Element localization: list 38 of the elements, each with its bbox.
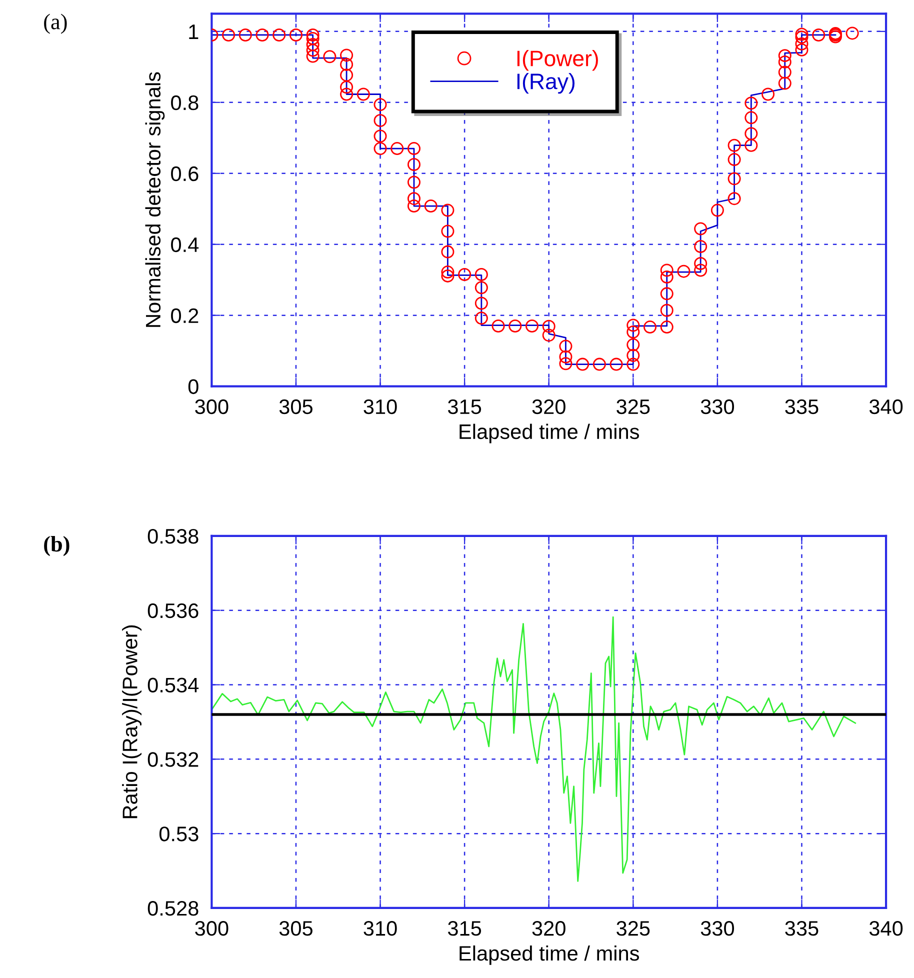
y-tick-label: 0.8 <box>171 95 198 110</box>
x-axis-title: Elapsed time / mins <box>460 945 639 965</box>
x-tick-label: 300 <box>195 921 228 936</box>
y-tick-label: 0 <box>188 379 198 394</box>
x-tick-label: 330 <box>700 399 734 414</box>
x-tick-label: 325 <box>616 399 650 414</box>
y-tick-label: 0.534 <box>148 678 199 693</box>
x-tick-label: 315 <box>448 399 482 414</box>
x-tick-label: 320 <box>532 399 566 414</box>
y-tick-label: 1 <box>189 24 198 39</box>
x-tick-label: 340 <box>869 399 903 414</box>
y-tick-label: 0.6 <box>171 166 198 182</box>
x-tick-label: 320 <box>532 921 566 936</box>
y-tick-label: 0.536 <box>148 603 198 618</box>
y-axis-title: Ratio I(Ray)/I(Power) <box>122 625 142 818</box>
x-tick-label: 305 <box>279 399 312 414</box>
chart-title: (b) <box>44 536 70 556</box>
chart-title: (a) <box>44 14 67 34</box>
legend-label: I(Ray) <box>517 72 574 94</box>
y-tick-label: 0.2 <box>171 308 198 324</box>
y-tick-label: 0.532 <box>148 752 198 767</box>
x-tick-label: 310 <box>364 921 397 936</box>
x-tick-label: 300 <box>195 399 228 414</box>
x-tick-label: 335 <box>785 921 818 936</box>
x-axis-title: Elapsed time / mins <box>460 424 639 444</box>
x-tick-label: 325 <box>616 921 650 936</box>
y-tick-label: 0.528 <box>148 900 198 916</box>
x-tick-label: 305 <box>279 921 312 936</box>
y-tick-label: 0.538 <box>148 528 198 544</box>
y-tick-label: 0.53 <box>159 826 198 842</box>
legend-label: I(Power) <box>517 50 598 71</box>
y-axis-title: Normalised detector signals <box>145 72 165 327</box>
x-tick-label: 340 <box>869 921 903 936</box>
x-tick-label: 310 <box>364 399 397 414</box>
x-tick-label: 330 <box>700 921 734 936</box>
y-tick-label: 0.4 <box>171 237 199 252</box>
x-tick-label: 315 <box>448 921 482 936</box>
x-tick-label: 335 <box>785 399 818 414</box>
